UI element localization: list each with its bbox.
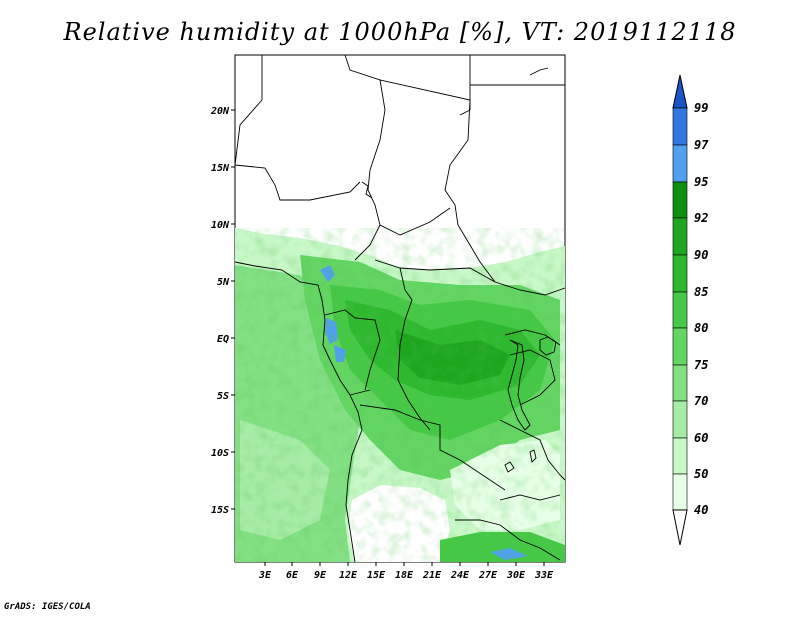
colorbar-segment — [672, 327, 688, 366]
lat-label: 15S — [211, 505, 229, 516]
colorbar-segment — [672, 254, 688, 293]
grads-credit: GrADS: IGES/COLA — [4, 602, 91, 612]
lat-label: 10N — [211, 220, 230, 231]
lon-ticks — [264, 562, 545, 566]
colorbar-label: 50 — [694, 467, 708, 481]
colorbar-bottom-arrow — [672, 509, 688, 546]
colorbar-label: 90 — [694, 248, 708, 262]
country-borders — [234, 54, 566, 563]
colorbar-label: 95 — [694, 175, 708, 189]
lat-labels: 20N 15N 10N 5N EQ 5S 10S 15S — [210, 106, 230, 516]
lon-label: 33E — [534, 570, 554, 581]
lon-label: 21E — [422, 570, 442, 581]
colorbar-segment — [672, 473, 688, 511]
lat-label: 10S — [211, 448, 229, 459]
colorbar-label: 85 — [694, 285, 708, 299]
lat-label: 20N — [210, 106, 230, 117]
lat-ticks — [231, 109, 235, 510]
colorbar-label: 97 — [694, 138, 709, 152]
lat-label: 5S — [217, 391, 229, 402]
map-title: Relative humidity at 1000hPa [%], VT: 20… — [63, 18, 737, 46]
lon-label: 3E — [258, 570, 272, 581]
lon-label: 12E — [339, 570, 358, 581]
lon-label: 18E — [395, 570, 414, 581]
colorbar-label: 40 — [694, 503, 708, 517]
colorbar-segment — [672, 107, 688, 146]
colorbar-label: 92 — [694, 211, 708, 225]
lat-label: 5N — [217, 277, 230, 288]
colorbar-segment — [672, 291, 688, 329]
lon-label: 15E — [367, 570, 386, 581]
lon-label: 9E — [314, 570, 327, 581]
map-area: 20N 15N 10N 5N EQ 5S 10S 15S 3E 6E 9E 12… — [210, 54, 566, 581]
lon-label: 27E — [478, 570, 498, 581]
humidity-field — [235, 228, 565, 562]
colorbar-label: 75 — [694, 358, 708, 372]
colorbar-label: 60 — [694, 431, 708, 445]
colorbar-segment — [672, 364, 688, 402]
lat-label: 15N — [211, 163, 230, 174]
colorbar: 99 97 95 92 90 85 80 75 70 60 50 40 — [672, 74, 709, 546]
lat-label: EQ — [217, 334, 229, 345]
colorbar-top-arrow — [672, 74, 688, 109]
colorbar-segment — [672, 437, 688, 475]
colorbar-label: 80 — [694, 321, 708, 335]
lakes — [504, 336, 557, 473]
colorbar-label: 99 — [694, 101, 708, 115]
colorbar-label: 70 — [694, 394, 708, 408]
colorbar-segment — [672, 144, 688, 183]
lon-label: 6E — [286, 570, 299, 581]
colorbar-segment — [672, 181, 688, 219]
lon-labels: 3E 6E 9E 12E 15E 18E 21E 24E 27E 30E 33E — [258, 570, 554, 581]
lon-label: 24E — [450, 570, 470, 581]
lon-label: 30E — [506, 570, 526, 581]
colorbar-segment — [672, 400, 688, 439]
colorbar-segment — [672, 217, 688, 256]
